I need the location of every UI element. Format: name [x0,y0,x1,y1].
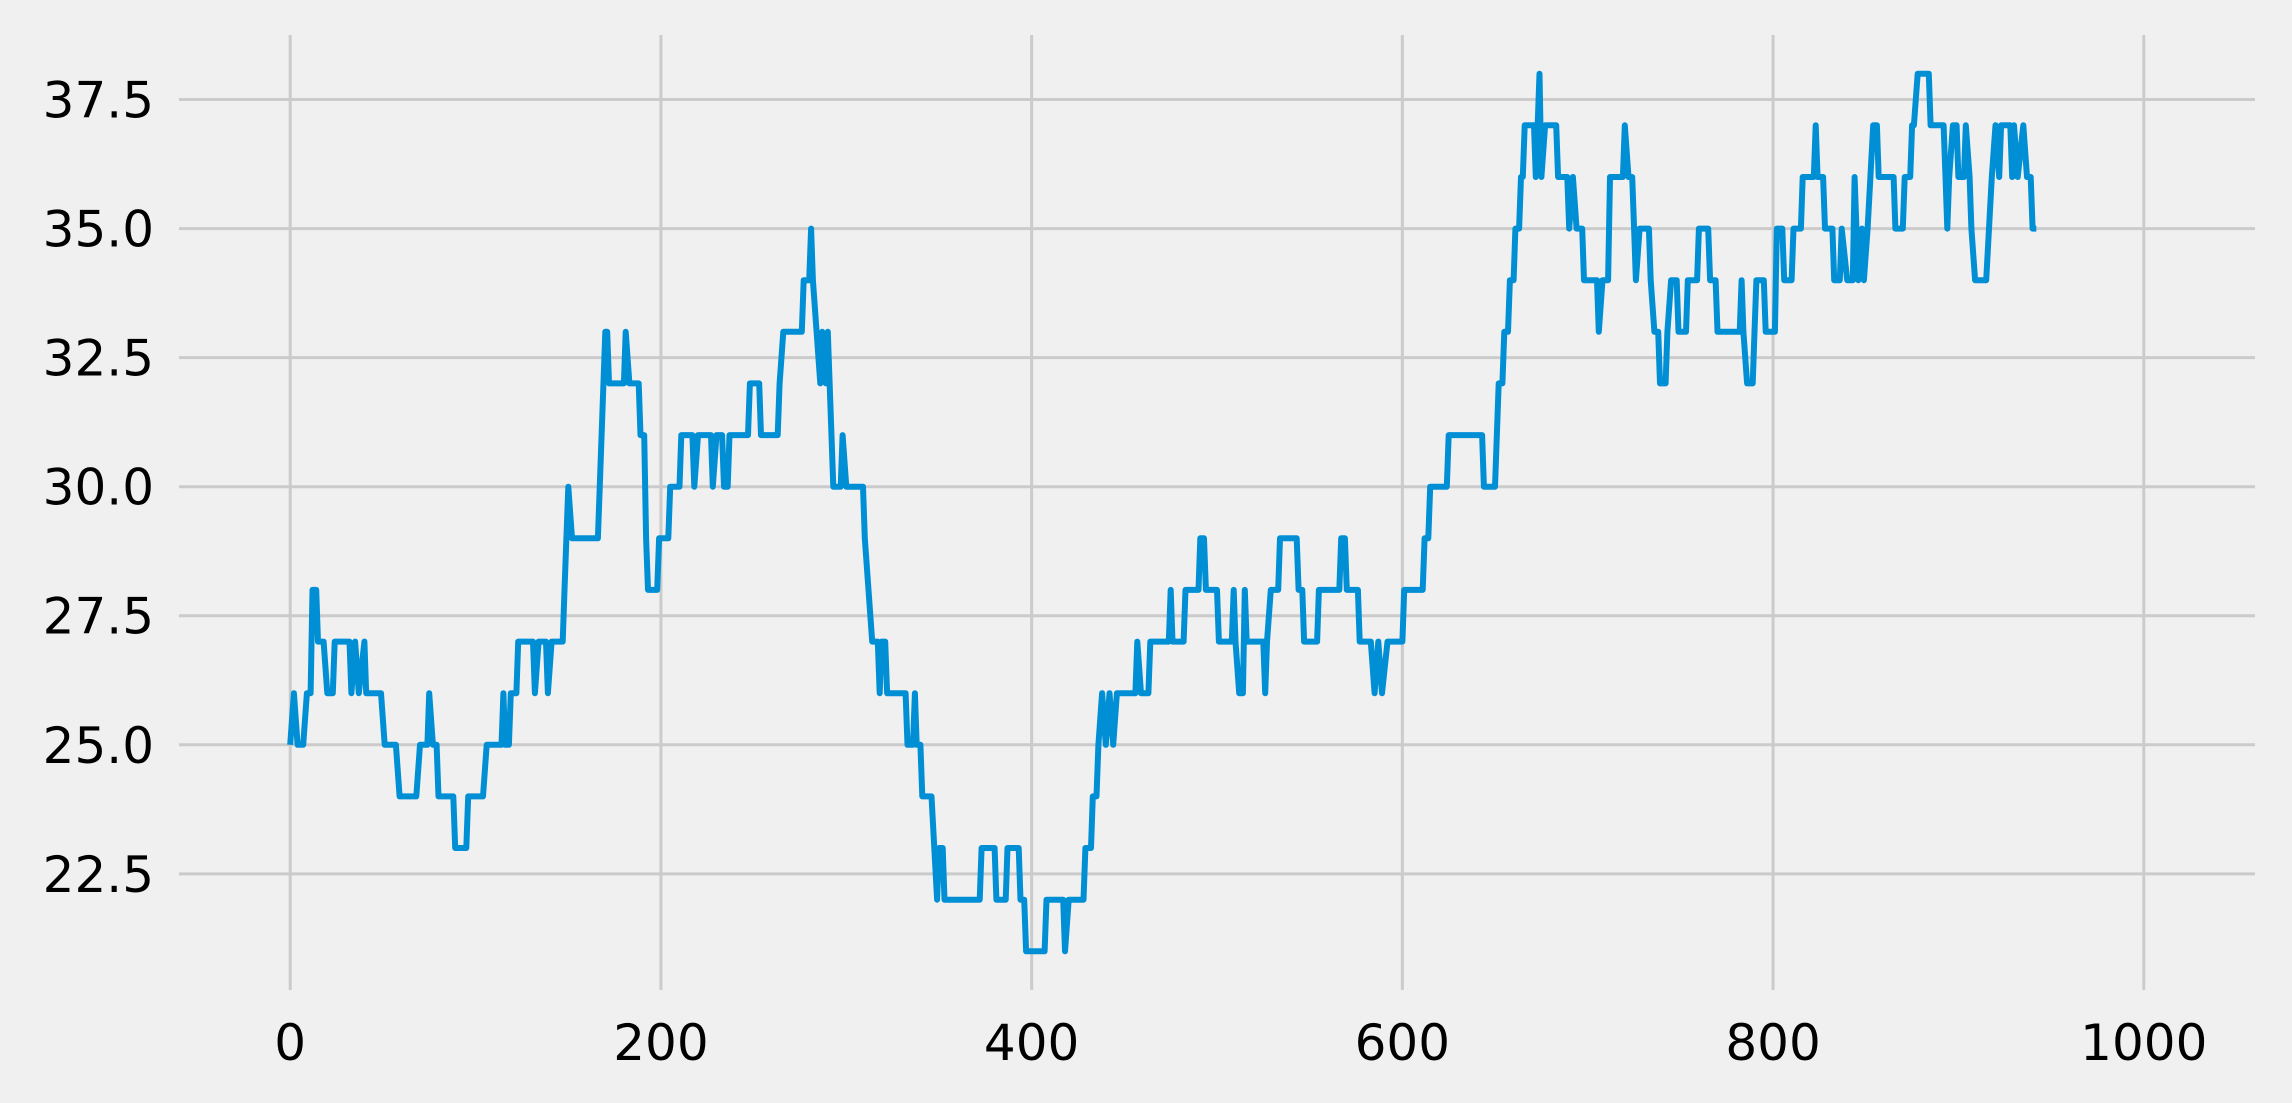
y-tick-label: 27.5 [43,588,154,646]
x-tick-label: 1000 [2080,1014,2207,1072]
y-tick-label: 30.0 [43,459,154,517]
x-tick-label: 0 [274,1014,306,1072]
y-tick-label: 25.0 [43,717,154,775]
series-layer [287,70,2037,955]
x-tick-label: 600 [1355,1014,1450,1072]
grid [179,35,2255,990]
y-axis-ticks: 22.5 25.0 27.5 30.0 32.5 35.0 37.5 [43,72,154,904]
x-tick-label: 400 [984,1014,1079,1072]
y-tick-label: 22.5 [43,846,154,904]
x-axis-ticks: 0 200 400 600 800 1000 [274,1014,2207,1072]
y-tick-label: 37.5 [43,72,154,130]
x-tick-label: 800 [1725,1014,1820,1072]
y-tick-label: 35.0 [43,201,154,259]
series-line [287,70,2037,955]
x-tick-label: 200 [613,1014,708,1072]
y-tick-label: 32.5 [43,330,154,388]
